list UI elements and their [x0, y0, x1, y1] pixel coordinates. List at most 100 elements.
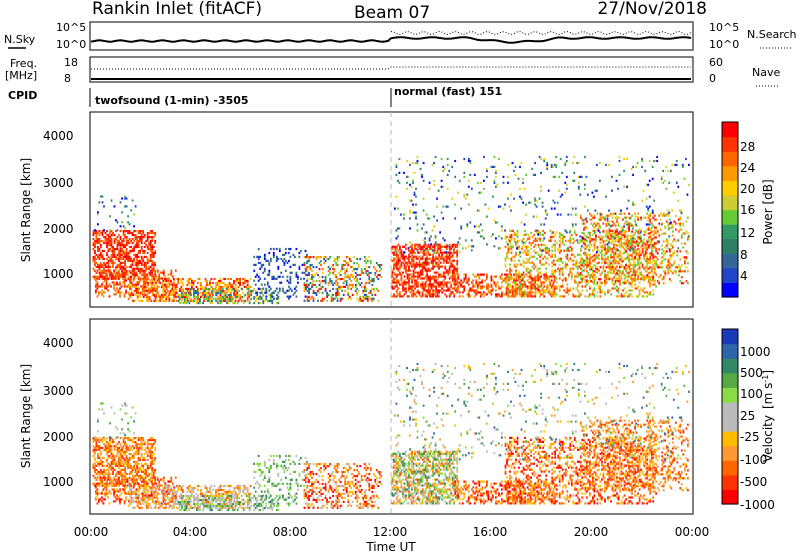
- range-gate-cell: [658, 222, 661, 225]
- range-gate-cell: [572, 241, 575, 244]
- range-gate-cell: [303, 262, 306, 265]
- range-gate-cell: [649, 256, 652, 259]
- range-gate-cell: [438, 273, 440, 276]
- range-gate-cell: [146, 239, 149, 243]
- range-gate-cell: [667, 222, 670, 225]
- range-gate-cell: [495, 171, 497, 174]
- range-gate-cell: [277, 295, 280, 298]
- range-gate-cell: [148, 232, 151, 235]
- range-gate-cell: [265, 291, 268, 294]
- range-gate-cell: [650, 222, 653, 225]
- range-gate-cell: [632, 251, 635, 254]
- range-gate-cell: [564, 277, 567, 280]
- range-gate-cell: [415, 263, 418, 266]
- range-gate-cell: [154, 299, 157, 302]
- range-gate-cell: [498, 293, 500, 296]
- range-gate-cell: [107, 236, 110, 239]
- range-gate-cell: [590, 262, 593, 265]
- range-gate-cell: [185, 295, 187, 298]
- range-gate-cell: [450, 263, 453, 266]
- range-gate-cell: [172, 281, 175, 285]
- range-gate-cell: [561, 285, 564, 288]
- range-gate-cell: [190, 288, 192, 291]
- range-gate-cell: [635, 252, 638, 255]
- range-gate-cell: [142, 251, 145, 255]
- range-gate-cell: [336, 277, 339, 281]
- range-gate-cell: [496, 183, 499, 186]
- range-gate-cell: [534, 265, 537, 268]
- range-gate-cell: [199, 299, 201, 303]
- range-gate-cell: [501, 225, 503, 228]
- range-gate-cell: [184, 294, 186, 297]
- range-gate-cell: [151, 293, 154, 296]
- range-gate-cell: [625, 276, 627, 279]
- range-gate-cell: [115, 255, 117, 258]
- range-gate-cell: [483, 187, 485, 190]
- range-gate-cell: [286, 261, 289, 264]
- range-gate-cell: [637, 275, 639, 278]
- range-gate-cell: [354, 283, 357, 286]
- range-gate-cell: [151, 243, 154, 247]
- range-gate-cell: [543, 243, 546, 246]
- range-gate-cell: [430, 247, 433, 250]
- range-gate-cell: [197, 297, 199, 300]
- range-gate-cell: [133, 239, 135, 243]
- range-gate-cell: [516, 239, 519, 242]
- range-gate-cell: [569, 229, 572, 232]
- range-gate-cell: [327, 273, 330, 277]
- range-gate-cell: [448, 245, 451, 248]
- range-gate-cell: [157, 295, 160, 298]
- range-gate-cell: [94, 249, 96, 253]
- range-gate-cell: [160, 285, 163, 288]
- range-gate-cell: [421, 285, 424, 288]
- range-gate-cell: [353, 256, 356, 259]
- range-gate-cell: [192, 283, 195, 286]
- range-gate-cell: [644, 248, 647, 251]
- range-gate-cell: [467, 185, 470, 188]
- range-gate-cell: [620, 263, 623, 266]
- range-gate-cell: [394, 257, 397, 260]
- range-gate-cell: [659, 274, 662, 277]
- range-gate-cell: [622, 289, 624, 292]
- range-gate-cell: [306, 269, 309, 273]
- range-gate-cell: [100, 255, 102, 258]
- range-gate-cell: [406, 257, 409, 260]
- range-gate-cell: [143, 245, 146, 249]
- range-gate-cell: [520, 279, 523, 282]
- range-gate-cell: [640, 253, 642, 256]
- range-gate-cell: [626, 265, 629, 268]
- range-gate-cell: [436, 247, 439, 250]
- range-gate-cell: [576, 289, 579, 292]
- range-gate-cell: [456, 263, 459, 266]
- range-gate-cell: [222, 281, 225, 285]
- range-gate-cell: [528, 291, 531, 294]
- range-gate-cell: [643, 246, 646, 249]
- range-gate-cell: [613, 261, 615, 264]
- range-gate-cell: [569, 267, 572, 270]
- range-gate-cell: [138, 269, 141, 272]
- range-gate-cell: [629, 234, 632, 237]
- range-gate-cell: [674, 240, 677, 243]
- range-gate-cell: [394, 273, 397, 276]
- range-gate-cell: [652, 224, 655, 227]
- range-gate-cell: [256, 294, 259, 297]
- range-gate-cell: [409, 255, 412, 258]
- range-gate-cell: [430, 267, 433, 270]
- range-gate-cell: [393, 245, 395, 248]
- range-gate-cell: [402, 295, 404, 298]
- range-gate-cell: [223, 298, 225, 301]
- range-gate-cell: [664, 270, 667, 273]
- range-gate-cell: [457, 277, 460, 280]
- range-gate-cell: [652, 212, 655, 215]
- range-gate-cell: [661, 252, 664, 255]
- range-gate-cell: [561, 239, 564, 242]
- range-gate-cell: [234, 283, 237, 286]
- range-gate-cell: [445, 295, 448, 298]
- range-gate-cell: [96, 269, 99, 272]
- range-gate-cell: [125, 241, 128, 245]
- range-gate-cell: [620, 271, 623, 274]
- range-gate-cell: [546, 285, 549, 288]
- range-gate-cell: [634, 231, 636, 234]
- range-gate-cell: [445, 285, 448, 288]
- range-gate-cell: [101, 275, 103, 278]
